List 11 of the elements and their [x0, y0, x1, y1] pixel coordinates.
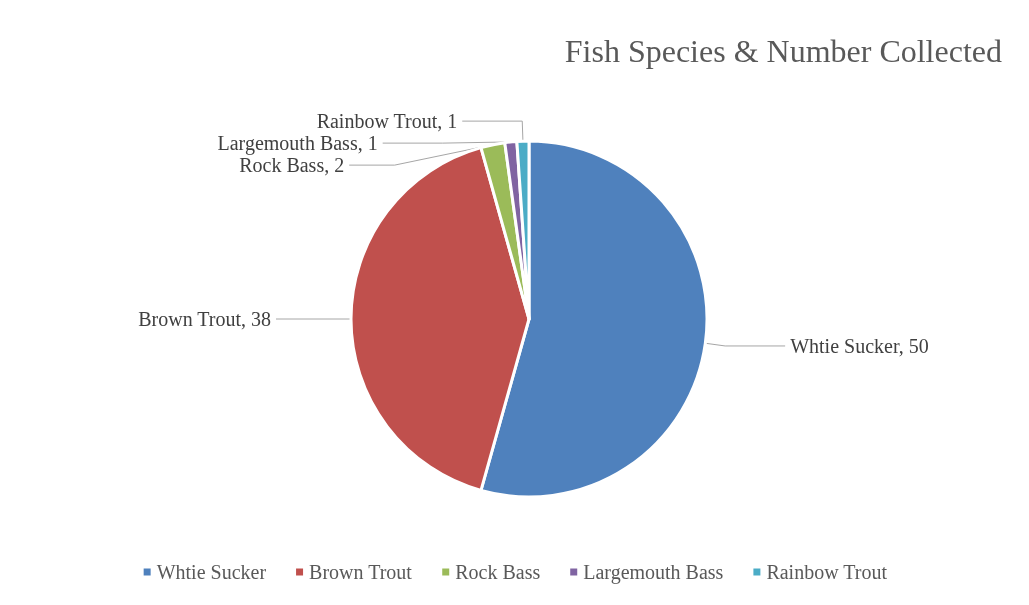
- data-label: Rock Bass, 2: [239, 154, 345, 177]
- data-label: Largemouth Bass, 1: [217, 132, 378, 156]
- chart-title: Fish Species & Number Collected: [564, 33, 1002, 69]
- data-label: Rainbow Trout, 1: [316, 110, 458, 133]
- legend-label: Brown Trout: [309, 561, 413, 583]
- legend-label: Rainbow Trout: [766, 561, 888, 583]
- data-label: Whtie Sucker, 50: [790, 334, 929, 357]
- legend-label: Rock Bass: [455, 561, 541, 583]
- data-label: Brown Trout, 38: [138, 308, 271, 330]
- legend-label: Whtie Sucker: [156, 561, 267, 583]
- legend-label: Largemouth Bass: [583, 561, 724, 584]
